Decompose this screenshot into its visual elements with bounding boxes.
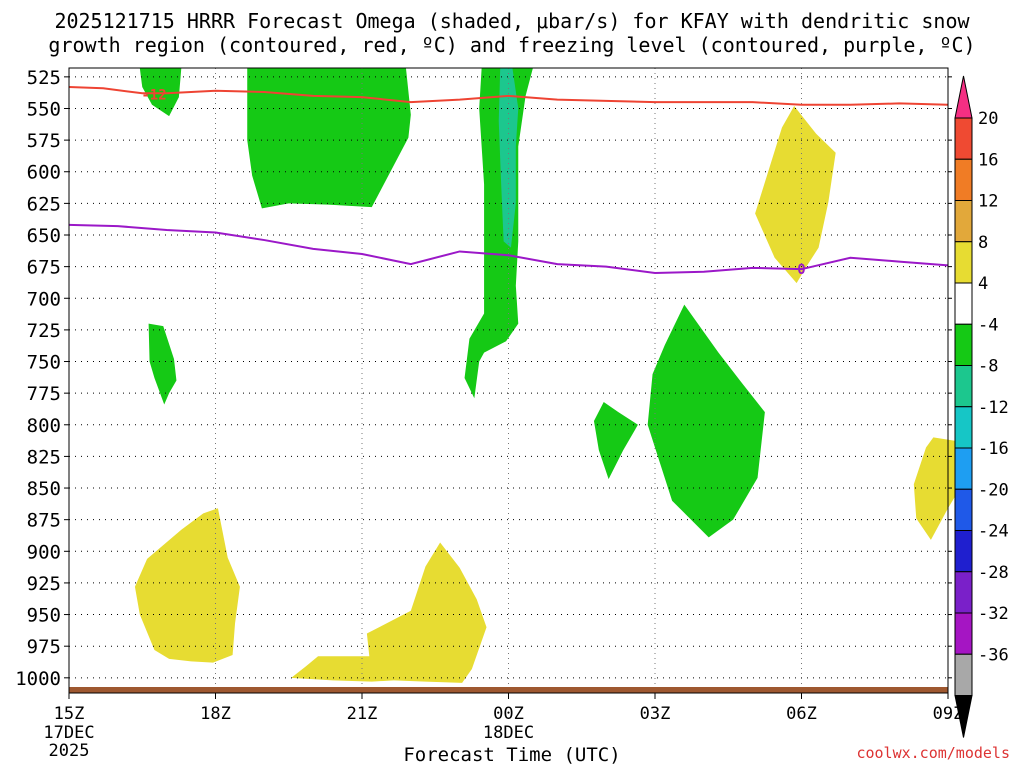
colorbar-bin-7 (954, 365, 973, 408)
dendritic-contour (68, 85, 949, 106)
colorbar-bin-11 (954, 530, 973, 573)
y-tick-label-525: 525 (27, 67, 61, 89)
colorbar-bin-13 (954, 612, 973, 655)
omega-region-0 (139, 68, 182, 117)
grid-lines (69, 68, 948, 693)
colorbar-label-1: 16 (978, 150, 998, 170)
omega-region-7 (755, 105, 836, 284)
dendritic-contour-label: -12 (141, 87, 166, 103)
omega-region-10 (291, 542, 487, 683)
y-tick-label-875: 875 (27, 510, 61, 532)
freezing-contour-label: 0 (797, 262, 805, 278)
colorbar-label-2: 12 (978, 192, 998, 212)
omega-region-4 (148, 323, 177, 405)
colorbar-bin-8 (954, 406, 973, 449)
colorbar: 20 16 12 8 4 -4 -8 -12 -16 -20 -24 -28 -32 -36 (954, 75, 1009, 738)
colorbar-label-9: -20 (978, 480, 1009, 500)
y-tick-label-625: 625 (27, 193, 61, 215)
colorbar-bin-3 (954, 200, 973, 243)
chart-title-line1: 2025121715 HRRR Forecast Omega (shaded, … (54, 9, 970, 33)
colorbar-label-0: 20 (978, 109, 998, 129)
colorbar-label-12: -32 (978, 604, 1009, 624)
colorbar-bin-14 (954, 653, 973, 696)
colorbar-label-8: -16 (978, 439, 1009, 459)
y-tick-label-550: 550 (27, 98, 61, 120)
colorbar-top-triangle (954, 75, 973, 119)
y-tick-label-575: 575 (27, 130, 61, 152)
x-tick-label-18Z: 18Z (200, 704, 231, 724)
y-tick-label-650: 650 (27, 225, 61, 247)
colorbar-bin-2 (954, 158, 973, 201)
colorbar-bin-9 (954, 447, 973, 490)
y-tick-label-675: 675 (27, 257, 61, 279)
y-tick-label-725: 725 (27, 320, 61, 342)
omega-shaded-regions (134, 68, 973, 683)
colorbar-bin-6 (954, 323, 973, 366)
colorbar-bin-1 (954, 117, 973, 160)
x-tick-label-09Z: 09Z (933, 704, 964, 724)
y-tick-label-825: 825 (27, 446, 61, 468)
y-tick-label-925: 925 (27, 573, 61, 595)
colorbar-label-7: -12 (978, 398, 1009, 418)
x-tick-sublabel-17DEC: 17DEC (43, 723, 94, 743)
credit-text: coolwx.com/models (856, 744, 1010, 762)
y-tick-label-775: 775 (27, 383, 61, 405)
y-tick-label-850: 850 (27, 478, 61, 500)
colorbar-label-10: -24 (978, 522, 1009, 542)
omega-region-1 (247, 68, 411, 209)
omega-region-3 (498, 68, 519, 248)
colorbar-label-6: -8 (978, 357, 998, 377)
colorbar-bin-10 (954, 488, 973, 531)
omega-region-9 (134, 508, 240, 663)
colorbar-label-11: -28 (978, 563, 1009, 583)
y-tick-label-700: 700 (27, 288, 61, 310)
x-tick-label-15Z: 15Z (54, 704, 85, 724)
x-tick-label-21Z: 21Z (347, 704, 378, 724)
colorbar-bin-4 (954, 241, 973, 284)
colorbar-label-3: 8 (978, 233, 988, 253)
y-tick-label-950: 950 (27, 605, 61, 627)
chart-title-line2: growth region (contoured, red, ºC) and f… (48, 33, 976, 57)
x-axis-title: Forecast Time (UTC) (403, 744, 621, 766)
colorbar-label-4: 4 (978, 274, 988, 294)
colorbar-label-5: -4 (978, 315, 998, 335)
terrain-band (69, 687, 948, 693)
omega-region-6 (647, 304, 765, 538)
x-tick-label-06Z: 06Z (786, 704, 817, 724)
x-tick-label-00Z: 00Z (493, 704, 524, 724)
freezing-contour (68, 223, 949, 274)
colorbar-bottom-triangle (954, 695, 973, 738)
y-tick-label-750: 750 (27, 352, 61, 374)
colorbar-bin-5 (954, 282, 973, 325)
contour-lines: -12 0 (68, 85, 949, 278)
y-tick-label-975: 975 (27, 636, 61, 658)
colorbar-label-13: -36 (978, 645, 1009, 665)
omega-region-5 (593, 402, 638, 480)
y-tick-label-900: 900 (27, 541, 61, 563)
colorbar-bin-12 (954, 571, 973, 614)
axes: 525 550 575 600 625 650 675 700 725 750 775 800 825 8… (15, 67, 963, 761)
x-tick-sublabel-2025: 2025 (49, 741, 90, 761)
y-tick-label-1000: 1000 (15, 668, 61, 690)
y-tick-label-800: 800 (27, 415, 61, 437)
omega-region-2 (464, 68, 533, 399)
x-tick-label-03Z: 03Z (640, 704, 671, 724)
y-tick-label-600: 600 (27, 162, 61, 184)
x-tick-sublabel-18DEC: 18DEC (483, 723, 534, 743)
